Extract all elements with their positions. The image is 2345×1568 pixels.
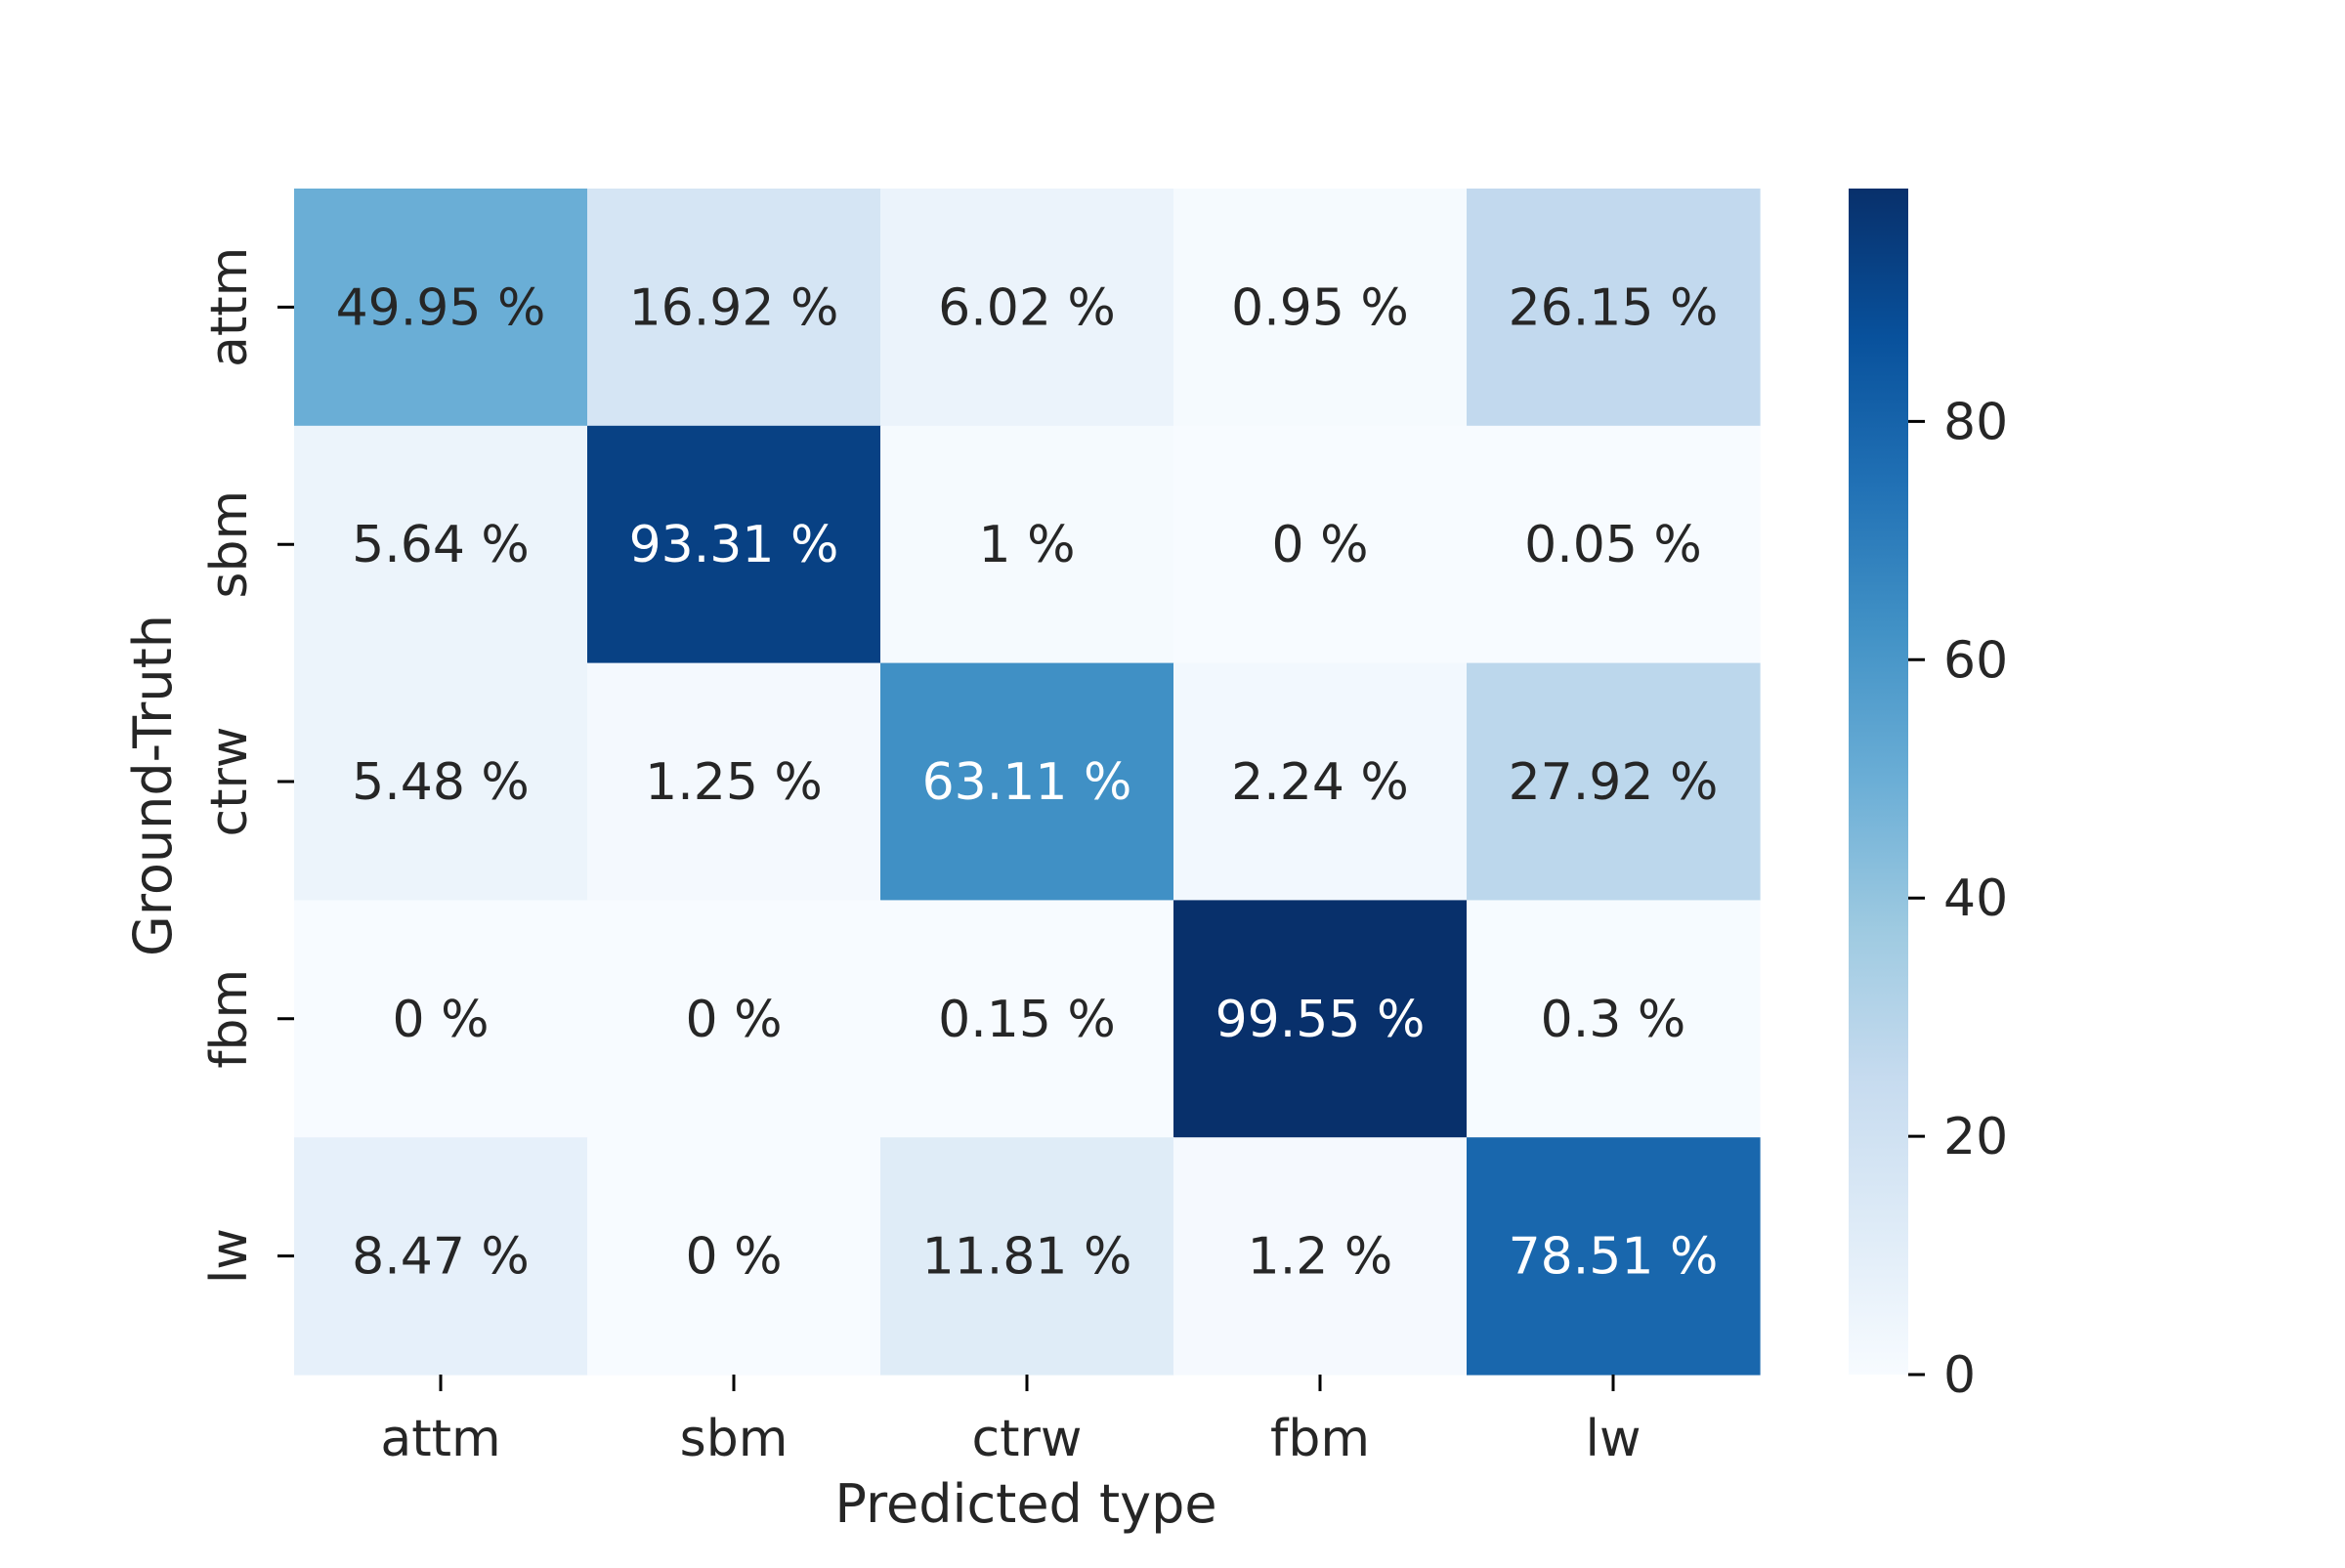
- x-tick-label: attm: [380, 1410, 500, 1468]
- colorbar-tick-label: 80: [1943, 393, 2008, 451]
- heatmap-cell: [294, 189, 588, 427]
- cell-value-label: 11.81 %: [922, 1228, 1132, 1287]
- y-tick-label: ctrw: [200, 727, 259, 837]
- heatmap-cell: [587, 900, 881, 1138]
- cell-value-label: 0 %: [1271, 516, 1368, 574]
- cell-value-label: 93.31 %: [629, 516, 839, 574]
- y-axis-title: Ground-Truth: [122, 614, 184, 956]
- heatmap-cell: [294, 1137, 588, 1376]
- cell-value-label: 0.05 %: [1524, 516, 1702, 574]
- heatmap-cell: [587, 1137, 881, 1376]
- x-tick-label: lw: [1586, 1410, 1642, 1468]
- heatmap-cell: [294, 425, 588, 664]
- colorbar-gradient: [1849, 189, 1908, 1375]
- cell-value-label: 27.92 %: [1509, 753, 1719, 812]
- cell-value-label: 16.92 %: [629, 278, 839, 337]
- x-tick-label: sbm: [680, 1410, 789, 1468]
- cell-value-label: 0.3 %: [1541, 991, 1686, 1049]
- cell-value-label: 63.11 %: [922, 753, 1132, 812]
- x-axis: attm sbm ctrw fbm lw: [380, 1375, 1641, 1468]
- y-tick-label: sbm: [200, 490, 259, 599]
- cell-value-label: 5.48 %: [352, 753, 530, 812]
- cell-value-label: 1.2 %: [1248, 1228, 1393, 1287]
- heatmap-cell: [1467, 900, 1761, 1138]
- y-axis: attm sbm ctrw fbm lw: [200, 247, 294, 1284]
- heatmap-cell: [1173, 1137, 1468, 1376]
- cell-value-label: 49.95 %: [336, 278, 546, 337]
- heatmap-cells: [294, 189, 1761, 1376]
- colorbar-tick-label: 60: [1943, 631, 2008, 690]
- colorbar-tick-label: 20: [1943, 1108, 2008, 1166]
- cell-value-label: 8.47 %: [352, 1228, 530, 1287]
- y-tick-label: lw: [200, 1228, 259, 1284]
- heatmap-cell: [880, 662, 1174, 901]
- cell-value-label: 0.15 %: [938, 991, 1116, 1049]
- cell-value-label: 0 %: [685, 1228, 782, 1287]
- heatmap-cell: [1467, 425, 1761, 664]
- heatmap-cell: [880, 1137, 1174, 1376]
- x-tick-label: ctrw: [972, 1410, 1083, 1468]
- cell-value-label: 78.51 %: [1509, 1228, 1719, 1287]
- x-tick-label: fbm: [1270, 1410, 1370, 1468]
- cell-value-label: 1 %: [978, 516, 1075, 574]
- cell-value-label: 6.02 %: [938, 278, 1116, 337]
- colorbar: 0 20 40 60 80: [1849, 189, 2008, 1405]
- heatmap-cell: [587, 425, 881, 664]
- cell-value-label: 1.25 %: [645, 753, 823, 812]
- heatmap-cell: [1173, 189, 1468, 427]
- y-tick-label: attm: [200, 247, 259, 367]
- colorbar-tick-label: 40: [1943, 869, 2008, 928]
- cell-value-label: 5.64 %: [352, 516, 530, 574]
- heatmap-cell: [1173, 900, 1468, 1138]
- heatmap-cell: [1173, 662, 1468, 901]
- heatmap-cell: [587, 662, 881, 901]
- heatmap-cell: [880, 189, 1174, 427]
- heatmap-cell: [880, 900, 1174, 1138]
- cell-value-label: 26.15 %: [1509, 278, 1719, 337]
- colorbar-tick-label: 0: [1943, 1346, 1976, 1405]
- cell-value-label: 0 %: [685, 991, 782, 1049]
- heatmap-cell-labels: 49.95 % 16.92 % 6.02 % 0.95 % 26.15 % 5.64 % 9…: [336, 278, 1719, 1286]
- heatmap-cell: [1467, 1137, 1761, 1376]
- heatmap-cell: [1173, 425, 1468, 664]
- y-tick-label: fbm: [200, 969, 259, 1069]
- heatmap-cell: [880, 425, 1174, 664]
- heatmap-cell: [1467, 189, 1761, 427]
- cell-value-label: 99.55 %: [1215, 991, 1426, 1049]
- heatmap-cell: [1467, 662, 1761, 901]
- heatmap-cell: [587, 189, 881, 427]
- heatmap-cell: [294, 662, 588, 901]
- cell-value-label: 0 %: [392, 991, 489, 1049]
- heatmap-cell: [294, 900, 588, 1138]
- x-axis-title: Predicted type: [834, 1473, 1216, 1535]
- cell-value-label: 0.95 %: [1231, 278, 1409, 337]
- cell-value-label: 2.24 %: [1231, 753, 1409, 812]
